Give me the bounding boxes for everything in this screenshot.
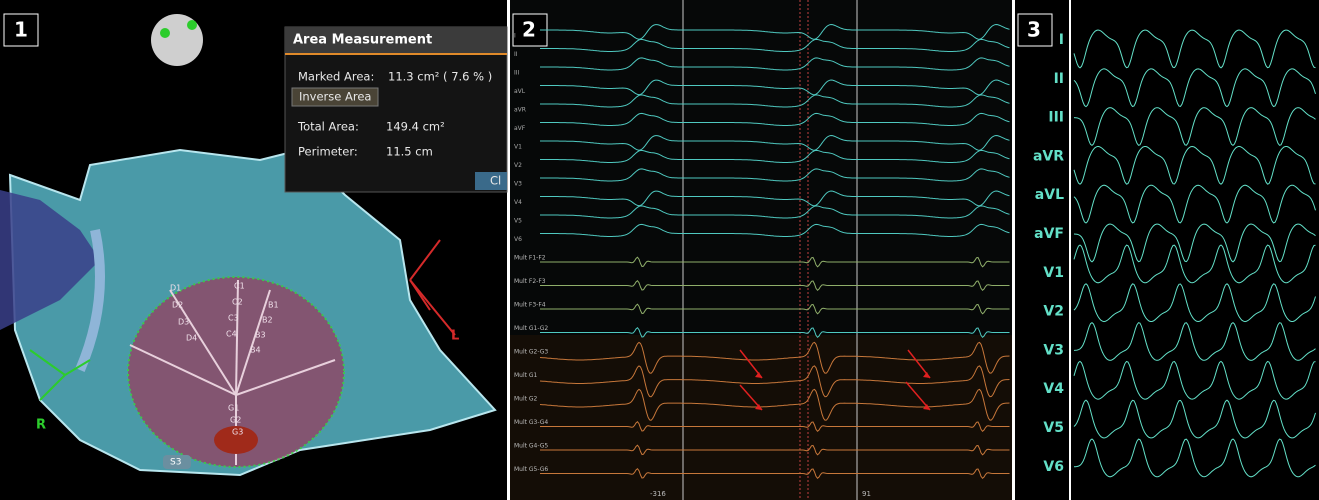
electrode-label: C4 (226, 330, 237, 339)
lead-label: V5 (1043, 420, 1064, 436)
panel-number: 3 (1027, 18, 1041, 42)
lead-label: Mult G3-G4 (514, 419, 548, 426)
field-value: 11.3 cm² ( 7.6 % ) (388, 70, 492, 84)
lead-label: Mult F2-F3 (514, 278, 546, 285)
panel-number: 1 (14, 18, 28, 42)
field-label: Perimeter: (298, 145, 358, 159)
panel-number: 2 (522, 18, 536, 42)
axis-label: R (36, 418, 46, 433)
lead-label: II (1054, 71, 1064, 87)
lead-label: aVF (1034, 226, 1064, 242)
electrode-label: D2 (172, 301, 183, 310)
lead-label: V4 (514, 199, 522, 206)
lead-label: II (514, 51, 518, 58)
electrode-label: C2 (232, 298, 243, 307)
axis-label: L (451, 329, 459, 344)
lead-label: V4 (1043, 381, 1064, 397)
lead-label: V3 (514, 181, 522, 188)
electrode-label: D1 (170, 284, 181, 293)
spline-label: S3 (170, 458, 181, 468)
lead-label: Mult G2-G3 (514, 349, 548, 356)
field-label: Marked Area: (298, 70, 374, 84)
electrode-label: G1 (228, 404, 239, 413)
lead-label: Mult G4-G5 (514, 443, 548, 450)
field-label: Total Area: (297, 120, 359, 134)
lead-label: III (514, 70, 520, 77)
lead-label: V1 (514, 144, 522, 151)
lead-label: aVF (514, 125, 526, 132)
field-value: 149.4 cm² (386, 120, 445, 134)
electrode-label: C3 (228, 314, 239, 323)
electrode-label: G3 (232, 428, 243, 437)
lead-label: I (1059, 32, 1064, 48)
lead-label: aVR (514, 107, 526, 114)
electrode-label: D4 (186, 334, 197, 343)
lead-label: III (1048, 110, 1064, 126)
lead-label: V5 (514, 218, 522, 225)
lead-label: aVL (514, 88, 526, 95)
eye (160, 28, 170, 38)
lead-label: Mult F1-F2 (514, 255, 546, 262)
button-label[interactable]: Inverse Area (299, 90, 371, 104)
lead-label: V3 (1043, 342, 1064, 358)
electrode-label: G2 (230, 416, 241, 425)
lead-label: V6 (514, 236, 522, 243)
field-value: 11.5 cm (386, 145, 433, 159)
lead-label: V1 (1043, 265, 1064, 281)
electrode-label: C1 (234, 282, 245, 291)
lead-label: V6 (1043, 459, 1064, 475)
lead-label: Mult G5-G6 (514, 466, 548, 473)
eye (187, 20, 197, 30)
time-label: -316 (650, 490, 666, 498)
electrode-label: B4 (250, 346, 261, 355)
panel-2: 2 -316 91 IIIIIIaVLaVRaVFV1V2V3V4V5V6Mul… (510, 0, 1012, 500)
electrode-label: D3 (178, 318, 189, 327)
lead-label: I (514, 33, 516, 40)
panel-1: R L S3 D1 C1 B1 D2 C2 B2 D3 C3 B3 D4 C4 B4 G1 G2 G3 Ar… (0, 0, 507, 500)
lead-label: aVR (1033, 148, 1064, 164)
button-label[interactable]: Cl (490, 174, 501, 188)
electrode-label: B3 (255, 331, 266, 340)
dialog-title: Area Measurement (293, 33, 432, 48)
time-label: 91 (862, 490, 871, 498)
lead-label: Mult G1-G2 (514, 325, 548, 332)
lead-label: Mult G2 (514, 396, 538, 403)
lead-label: V2 (1043, 304, 1064, 320)
electrode-label: B1 (268, 301, 279, 310)
lead-label: Mult G1 (514, 372, 538, 379)
lead-label: aVL (1035, 187, 1064, 203)
lead-label: Mult F3-F4 (514, 302, 546, 309)
electrode-label: B2 (262, 316, 273, 325)
figure: R L S3 D1 C1 B1 D2 C2 B2 D3 C3 B3 D4 C4 B4 G1 G2 G3 Ar… (0, 0, 1319, 500)
lead-label: V2 (514, 162, 522, 169)
